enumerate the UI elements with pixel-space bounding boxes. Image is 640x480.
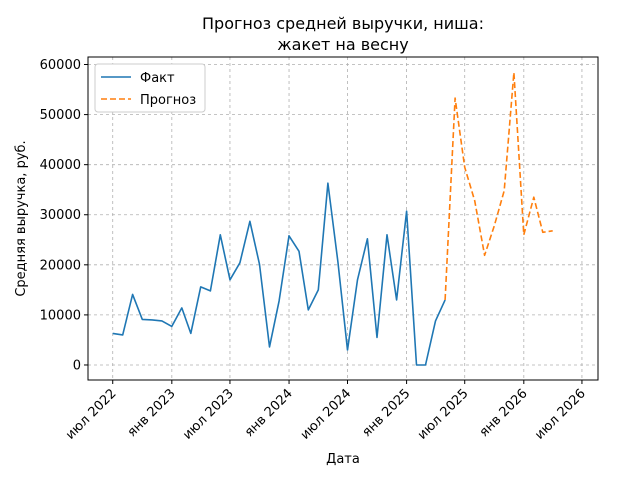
y-tick-label: 50000 [40, 108, 81, 123]
chart-title-line: Прогноз средней выручки, ниша: [202, 14, 484, 33]
legend-label: Факт [140, 71, 175, 86]
x-tick-label: янв 2023 [125, 386, 179, 440]
y-axis-label: Средняя выручка, руб. [14, 140, 29, 296]
legend-box [94, 63, 206, 113]
x-tick-label: июл 2025 [415, 386, 472, 443]
y-axis: 0 10000 20000 30000 40000 50000 60000 [40, 58, 88, 373]
y-tick-label: 20000 [40, 258, 81, 273]
x-tick-label: июл 2023 [180, 386, 237, 443]
y-tick-label: 10000 [40, 308, 81, 323]
x-tick-label: янв 2024 [242, 386, 296, 440]
chart-title: Прогноз средней выручки, ниша: жакет на в… [202, 14, 484, 54]
x-axis-label: Дата [326, 452, 360, 467]
y-tick-label: 60000 [40, 58, 81, 73]
x-tick-label: июл 2024 [298, 386, 355, 443]
x-tick-label: янв 2026 [477, 386, 531, 440]
series-lines [112, 71, 553, 366]
series-line-0 [112, 182, 446, 366]
x-tick-label: июл 2026 [532, 386, 589, 443]
chart-title-line: жакет на весну [277, 35, 408, 54]
y-tick-label: 30000 [40, 208, 81, 223]
y-tick-label: 0 [73, 358, 81, 373]
x-tick-label: июл 2022 [63, 386, 120, 443]
plot-frame [87, 56, 599, 381]
legend: Факт Прогноз [94, 63, 206, 113]
y-tick-label: 40000 [40, 158, 81, 173]
legend-label: Прогноз [140, 93, 196, 108]
series-line-1 [444, 71, 553, 300]
x-tick-label: янв 2025 [360, 386, 414, 440]
x-axis: июл 2022 янв 2023 июл 2023 янв 2024 июл 2024… [63, 380, 589, 443]
